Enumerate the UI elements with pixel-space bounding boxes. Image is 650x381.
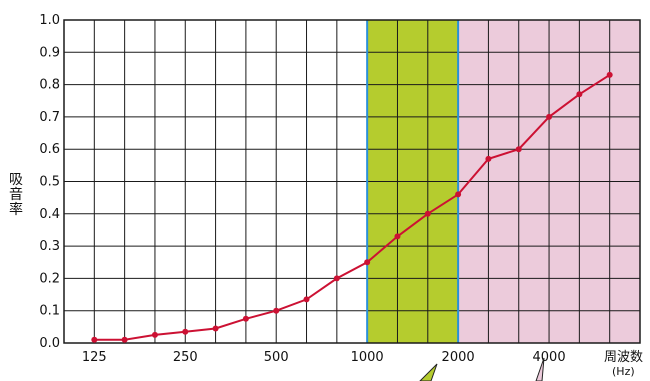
x-tick-label-2: 500 bbox=[264, 350, 289, 365]
y-axis-label-char: 吸 bbox=[9, 172, 23, 188]
data-point-1 bbox=[121, 336, 128, 343]
x-axis-unit: (Hz) bbox=[612, 365, 635, 378]
data-point-9 bbox=[364, 259, 371, 266]
y-tick-label-1: 0.1 bbox=[39, 304, 60, 319]
pink-callout-pointer bbox=[535, 357, 545, 381]
plot-frame bbox=[63, 19, 641, 344]
y-tick-label-10: 1.0 bbox=[39, 13, 60, 28]
y-tick-labels: 0.0 0.1 0.2 0.3 0.4 0.5 0.6 0.7 0.8 0.9 1.0 bbox=[39, 13, 60, 351]
grid-lines bbox=[63, 19, 641, 344]
data-point-17 bbox=[606, 71, 613, 78]
data-point-15 bbox=[546, 113, 553, 120]
y-tick-label-8: 0.8 bbox=[39, 78, 60, 93]
data-point-5 bbox=[242, 315, 249, 322]
x-tick-label-3: 1000 bbox=[351, 350, 384, 365]
series-layer bbox=[91, 71, 613, 343]
y-axis-label-char: 率 bbox=[9, 201, 23, 218]
x-tick-label-0: 125 bbox=[82, 350, 107, 365]
data-point-7 bbox=[303, 296, 310, 303]
data-point-4 bbox=[212, 325, 219, 332]
data-point-3 bbox=[182, 328, 189, 335]
data-point-6 bbox=[273, 307, 280, 314]
y-tick-label-5: 0.5 bbox=[39, 175, 60, 190]
data-point-8 bbox=[333, 275, 340, 282]
green-callout-pointer bbox=[419, 363, 438, 381]
y-tick-label-9: 0.9 bbox=[39, 45, 60, 60]
y-tick-label-3: 0.3 bbox=[39, 239, 60, 254]
y-axis-label-char: 音 bbox=[9, 186, 23, 203]
data-point-16 bbox=[576, 91, 583, 98]
y-tick-label-0: 0.0 bbox=[39, 336, 60, 351]
data-point-12 bbox=[455, 191, 462, 198]
x-tick-label-4: 2000 bbox=[442, 350, 475, 365]
y-tick-label-2: 0.2 bbox=[39, 271, 60, 286]
y-tick-label-7: 0.7 bbox=[39, 110, 60, 125]
x-tick-label-1: 250 bbox=[173, 350, 198, 365]
data-point-14 bbox=[515, 146, 522, 153]
data-point-0 bbox=[91, 336, 98, 343]
y-axis-label: 吸音率 bbox=[9, 172, 23, 218]
data-point-10 bbox=[394, 233, 401, 240]
data-point-13 bbox=[485, 155, 492, 162]
x-axis-label: 周波数 bbox=[604, 350, 643, 365]
series-line-0 bbox=[94, 74, 611, 341]
data-point-11 bbox=[424, 210, 431, 217]
callout-pointers bbox=[419, 357, 545, 381]
x-tick-labels: 125 250 500 1000 2000 4000 bbox=[82, 350, 566, 365]
data-point-2 bbox=[151, 331, 158, 338]
y-tick-label-4: 0.4 bbox=[39, 207, 60, 222]
x-tick-label-5: 4000 bbox=[533, 350, 566, 365]
y-tick-label-6: 0.6 bbox=[39, 142, 60, 157]
